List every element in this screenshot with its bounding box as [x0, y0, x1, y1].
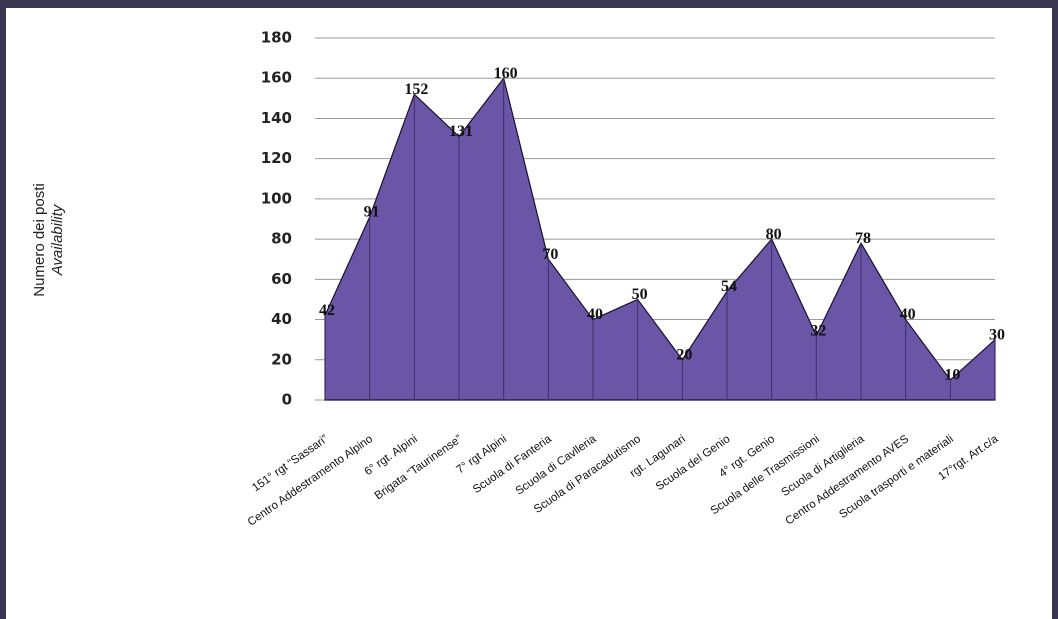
value-label: 70	[542, 246, 558, 263]
value-label: 50	[632, 286, 648, 303]
value-label: 40	[587, 306, 603, 323]
value-label: 32	[810, 322, 826, 339]
y-axis-label: Numero dei posti	[31, 183, 48, 296]
y-tick-label: 160	[261, 69, 292, 87]
value-label: 80	[766, 226, 782, 243]
y-tick-label: 100	[261, 189, 292, 207]
value-label: 40	[900, 306, 916, 323]
y-tick-label: 120	[261, 149, 292, 167]
value-label: 54	[721, 278, 737, 295]
value-label: 152	[404, 81, 428, 98]
y-tick-label: 0	[282, 391, 292, 409]
value-label: 42	[319, 302, 335, 319]
value-label: 160	[494, 65, 518, 82]
y-tick-label: 40	[271, 310, 292, 328]
y-tick-label: 80	[271, 230, 292, 248]
y-tick-label: 180	[261, 29, 292, 47]
value-label: 91	[364, 204, 380, 221]
value-label: 30	[989, 326, 1005, 343]
y-tick-label: 60	[271, 270, 292, 288]
value-label: 20	[676, 346, 692, 363]
value-label: 78	[855, 230, 871, 247]
y-axis-subtitle: Availability	[49, 203, 66, 276]
value-label: 131	[449, 123, 473, 140]
value-label: 10	[944, 367, 960, 384]
y-tick-label: 20	[271, 350, 292, 368]
y-tick-label: 140	[261, 109, 292, 127]
